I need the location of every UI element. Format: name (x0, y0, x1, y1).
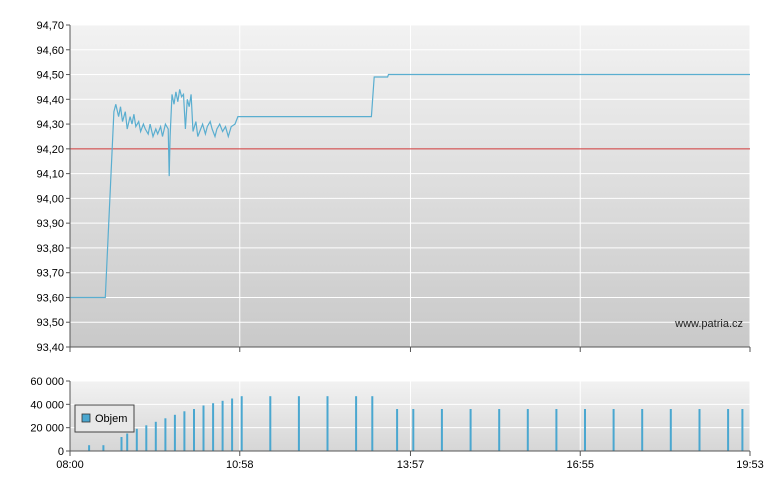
volume-bar (164, 418, 167, 451)
volume-bar (612, 409, 615, 451)
volume-bar (741, 409, 744, 451)
price-y-tick-label: 94,00 (36, 193, 64, 205)
volume-y-tick-label: 60 000 (30, 376, 64, 388)
volume-bar (212, 403, 215, 451)
volume-bar (355, 396, 358, 451)
volume-legend: Objem (74, 404, 135, 433)
volume-bar (231, 398, 234, 451)
price-y-tick-label: 94,70 (36, 20, 64, 32)
volume-bar (526, 409, 529, 451)
volume-bar (120, 437, 123, 451)
price-y-tick-label: 93,90 (36, 218, 64, 230)
price-line (70, 73, 750, 299)
price-y-tick-label: 93,60 (36, 292, 64, 304)
legend-swatch-objem (81, 413, 91, 423)
volume-bar (698, 409, 701, 451)
volume-bar (326, 396, 329, 451)
price-y-tick-label: 93,80 (36, 243, 64, 255)
volume-bar (193, 409, 195, 451)
x-tick-label: 13:57 (397, 459, 425, 471)
price-y-tick-label: 94,20 (36, 144, 64, 156)
price-y-tick-label: 94,60 (36, 45, 64, 57)
volume-bar (469, 409, 472, 451)
price-y-tick-label: 94,30 (36, 119, 64, 131)
volume-bar (584, 409, 586, 451)
x-tick-label: 10:58 (226, 459, 254, 471)
x-tick-label: 19:53 (736, 459, 764, 471)
volume-bar (297, 396, 300, 451)
price-y-tick-label: 94,10 (36, 169, 64, 181)
x-tick-label: 16:55 (566, 459, 594, 471)
volume-bar (412, 409, 415, 451)
volume-bar (135, 428, 138, 451)
volume-bar (240, 396, 243, 451)
volume-bar (145, 425, 148, 451)
volume-bar (202, 405, 205, 451)
volume-bar (154, 421, 157, 451)
volume-bar (173, 414, 176, 451)
volume-bar (396, 409, 399, 451)
price-y-tick-label: 93,40 (36, 342, 64, 354)
volume-bar (498, 409, 501, 451)
volume-y-tick-label: 0 (58, 446, 64, 458)
watermark-text: www.patria.cz (674, 318, 743, 330)
volume-y-tick-label: 20 000 (30, 423, 64, 435)
price-y-tick-label: 94,50 (36, 70, 64, 82)
volume-bar (269, 396, 272, 451)
volume-bar (669, 409, 672, 451)
volume-bar (221, 400, 224, 451)
price-y-tick-label: 93,70 (36, 268, 64, 280)
volume-bar (440, 409, 443, 451)
legend-label-objem: Objem (95, 413, 127, 425)
volume-bar (727, 409, 730, 451)
volume-bar (102, 445, 105, 451)
volume-bar (88, 445, 91, 451)
volume-bar (555, 409, 558, 451)
volume-bar (371, 396, 374, 451)
volume-bar (126, 433, 129, 451)
price-y-tick-label: 94,40 (36, 94, 64, 106)
volume-bar (641, 409, 644, 451)
volume-y-tick-label: 40 000 (30, 399, 64, 411)
volume-bar (183, 411, 186, 451)
price-y-tick-label: 93,50 (36, 317, 64, 329)
x-tick-label: 08:00 (56, 459, 84, 471)
